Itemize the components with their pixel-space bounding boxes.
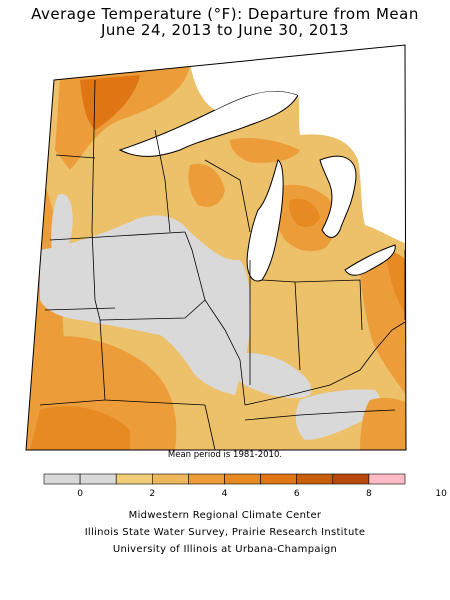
legend-swatch-7 <box>296 473 334 485</box>
border-wi-mi <box>204 159 251 233</box>
border-mississippi <box>184 231 246 406</box>
fill-grey-kentucky <box>295 389 380 440</box>
fill-grey-iowa-illinois <box>40 215 251 395</box>
legend-label-4: 8 <box>366 489 372 499</box>
legend-swatch-6 <box>260 473 298 485</box>
legend-swatch-2 <box>115 473 153 485</box>
border-sd-ia <box>91 229 96 301</box>
border-ky-tn <box>244 409 396 421</box>
fill-michigan-dark <box>289 198 320 227</box>
border-mn-nd <box>91 79 96 231</box>
fill-grey-south-il <box>235 353 312 399</box>
fill-wisconsin <box>188 163 225 207</box>
map-frame <box>25 44 407 451</box>
fill-southwest-dark <box>30 406 130 450</box>
border-mn-wi <box>154 129 171 233</box>
fill-grey-west <box>51 194 73 257</box>
border-ky-ohio-river <box>244 321 406 406</box>
legend-swatch-3 <box>152 473 189 485</box>
legend-swatch-0 <box>43 473 81 485</box>
legend-label-3: 6 <box>294 489 300 499</box>
legend-swatch-1 <box>79 473 117 485</box>
border-mo-ar <box>204 404 216 451</box>
legend-swatch-4 <box>188 473 225 485</box>
border-ks-ok <box>39 399 106 406</box>
map-title: Average Temperature (°F): Departure from… <box>31 5 419 23</box>
map-fill-layer <box>26 45 406 450</box>
legend-label-0: 0 <box>77 489 83 499</box>
legend-swatch-5 <box>224 473 261 485</box>
lake-michigan <box>246 159 284 282</box>
credit-line-1: Midwestern Regional Climate Center <box>128 510 322 521</box>
fill-upper-peninsula <box>230 138 300 163</box>
credit-line-2: Illinois State Water Survey, Prairie Res… <box>84 527 366 538</box>
lake-huron <box>319 155 357 238</box>
legend-label-2: 4 <box>222 489 228 499</box>
border-ia-mo <box>94 299 206 321</box>
legend-label-5: 10 <box>435 489 447 499</box>
legend-swatch-8 <box>332 473 370 485</box>
border-sd-mn-ia <box>49 231 186 241</box>
legend-label-1: 2 <box>149 489 155 499</box>
lake-superior <box>118 90 299 157</box>
border-nd-sd <box>55 154 96 159</box>
state-boundaries <box>39 79 406 451</box>
border-mi-oh <box>294 279 363 331</box>
lake-erie <box>344 244 396 276</box>
legend-swatch-9 <box>368 473 406 485</box>
canada-area <box>190 45 406 245</box>
map-subtitle: June 24, 2013 to June 30, 2013 <box>100 21 350 39</box>
border-ne <box>44 307 116 311</box>
mean-period-note: Mean period is 1981-2010. <box>167 450 283 460</box>
fill-east-ohio-dark <box>385 250 406 320</box>
credit-line-3: University of Illinois at Urbana-Champai… <box>112 544 338 555</box>
